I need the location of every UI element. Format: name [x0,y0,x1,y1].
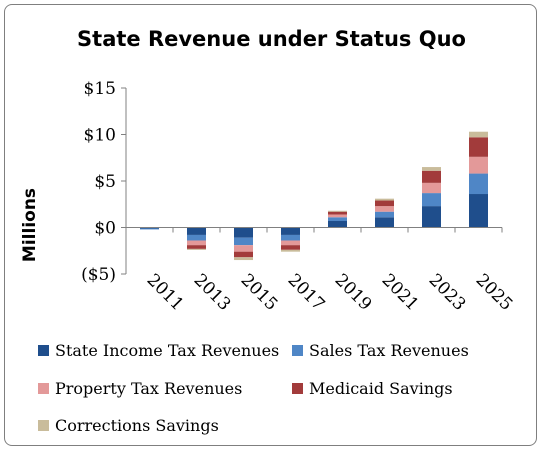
bar-2025-series-1 [469,173,488,195]
x-tick-label: 2011 [143,270,188,315]
legend-label: State Income Tax Revenues [55,341,280,360]
x-tick-label: 2023 [425,270,470,315]
legend-label: Corrections Savings [55,416,219,435]
bar-2019-series-0 [328,220,347,228]
y-tick-label: ($5) [81,265,116,285]
bar-2021-series-4 [375,198,394,201]
bar-2011-series-1 [140,228,159,230]
x-tick-label: 2017 [284,270,329,315]
chart-frame [4,4,537,446]
bar-2021-series-2 [375,206,394,212]
x-tick-label: 2019 [331,270,376,315]
legend-item: Medicaid Savings [292,379,453,398]
legend-item: Corrections Savings [38,416,219,435]
bar-2015-series-0 [234,227,253,238]
bar-2023-series-1 [422,193,441,207]
bar-2013-series-4 [187,248,206,250]
bar-2025-series-0 [469,194,488,228]
bar-2019-series-3 [328,211,347,215]
bar-2025-series-4 [469,131,488,138]
legend-item: Sales Tax Revenues [292,341,469,360]
y-tick-label: $10 [84,126,116,146]
x-tick-label: 2025 [472,270,517,315]
legend-swatch [292,383,303,394]
bar-2019-series-1 [328,217,347,221]
bar-2017-series-3 [281,245,300,250]
x-tick-label: 2015 [237,270,282,315]
legend-swatch [38,383,49,394]
chart-title: State Revenue under Status Quo [77,27,466,51]
legend-label: Property Tax Revenues [55,379,243,398]
bar-2013-series-1 [187,234,206,241]
bar-2019-series-2 [328,214,347,218]
legend-label: Sales Tax Revenues [309,341,469,360]
legend-item: Property Tax Revenues [38,379,242,398]
y-tick-label: $5 [94,172,116,192]
bar-2019-series-4 [328,210,347,212]
legend-item: State Income Tax Revenues [38,341,279,360]
legend-swatch [38,420,49,431]
bar-2023-series-3 [422,170,441,183]
bar-2017-series-1 [281,234,300,241]
x-tick-label: 2021 [378,270,423,315]
bar-2025-series-2 [469,156,488,174]
bar-2017-series-4 [281,249,300,252]
bar-2015-series-1 [234,237,253,246]
bar-2023-series-2 [422,182,441,194]
bar-2021-series-1 [375,211,394,218]
bar-2013-series-2 [187,240,206,246]
legend-swatch [38,345,49,356]
bar-2023-series-4 [422,167,441,171]
bar-2023-series-0 [422,206,441,228]
y-tick-label: $0 [94,219,116,239]
y-tick-label: $15 [84,79,116,99]
bar-2013-series-3 [187,245,206,249]
bar-2015-series-3 [234,251,253,258]
bar-2021-series-0 [375,217,394,228]
legend-swatch [292,345,303,356]
x-tick-label: 2013 [190,270,235,315]
bar-2017-series-0 [281,227,300,235]
bar-2015-series-2 [234,245,253,252]
legend-label: Medicaid Savings [309,379,453,398]
bar-2013-series-0 [187,227,206,235]
bar-2021-series-3 [375,200,394,207]
bar-2017-series-2 [281,240,300,246]
bar-2025-series-3 [469,137,488,157]
bar-2015-series-4 [234,257,253,261]
